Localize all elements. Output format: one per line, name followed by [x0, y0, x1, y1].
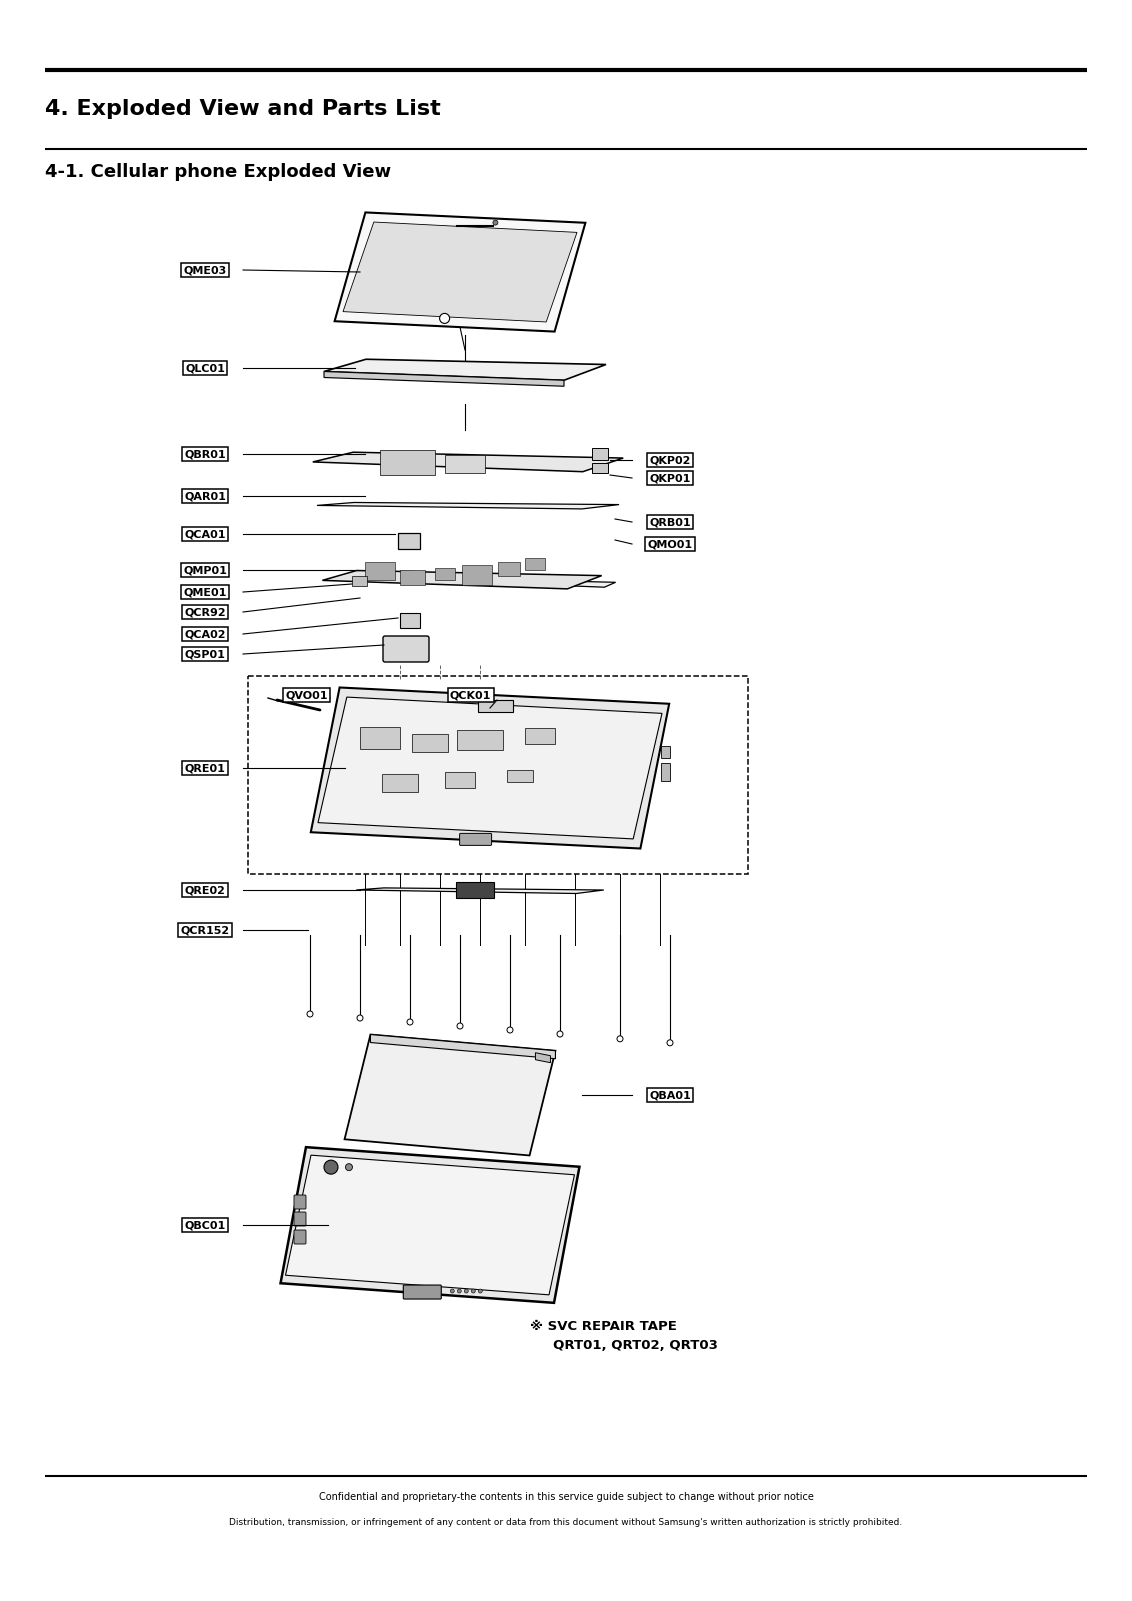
Text: ※ SVC REPAIR TAPE
     QRT01, QRT02, QRT03: ※ SVC REPAIR TAPE QRT01, QRT02, QRT03: [530, 1319, 718, 1351]
FancyBboxPatch shape: [661, 746, 669, 759]
FancyBboxPatch shape: [400, 613, 420, 628]
Polygon shape: [324, 359, 606, 381]
Text: QMP01: QMP01: [183, 565, 226, 575]
Circle shape: [457, 1289, 461, 1294]
Text: QCK01: QCK01: [451, 690, 491, 700]
FancyBboxPatch shape: [397, 533, 420, 549]
Text: QRE02: QRE02: [185, 885, 225, 895]
FancyBboxPatch shape: [460, 834, 491, 845]
Circle shape: [492, 219, 498, 226]
Text: 4. Exploded View and Parts List: 4. Exploded View and Parts List: [45, 99, 441, 118]
FancyBboxPatch shape: [412, 733, 448, 752]
Circle shape: [457, 1023, 463, 1029]
FancyBboxPatch shape: [383, 773, 418, 792]
Text: QRB01: QRB01: [649, 517, 691, 527]
Polygon shape: [285, 1156, 574, 1295]
Circle shape: [479, 1289, 482, 1294]
Text: Distribution, transmission, or infringement of any content or data from this doc: Distribution, transmission, or infringem…: [230, 1518, 902, 1527]
FancyBboxPatch shape: [360, 727, 401, 749]
FancyBboxPatch shape: [592, 463, 608, 474]
Text: QBC01: QBC01: [185, 1220, 225, 1230]
Circle shape: [557, 1031, 563, 1037]
FancyBboxPatch shape: [525, 728, 556, 744]
Polygon shape: [535, 1053, 550, 1063]
Text: 4-1. Cellular phone Exploded View: 4-1. Cellular phone Exploded View: [45, 163, 392, 181]
Text: QRE01: QRE01: [185, 764, 225, 773]
Polygon shape: [324, 371, 564, 386]
FancyBboxPatch shape: [445, 455, 486, 474]
Text: QCA02: QCA02: [185, 629, 225, 639]
Polygon shape: [370, 1034, 556, 1058]
Polygon shape: [318, 696, 662, 839]
Bar: [248, 676, 748, 874]
Polygon shape: [317, 503, 619, 509]
Polygon shape: [343, 223, 577, 322]
Text: QAR01: QAR01: [185, 492, 226, 501]
FancyBboxPatch shape: [507, 770, 533, 783]
FancyBboxPatch shape: [294, 1212, 306, 1226]
Text: QKP02: QKP02: [650, 455, 691, 464]
FancyBboxPatch shape: [445, 772, 475, 788]
Text: QKP01: QKP01: [650, 472, 691, 484]
FancyBboxPatch shape: [294, 1194, 306, 1209]
Polygon shape: [357, 889, 603, 893]
Text: QBR01: QBR01: [185, 448, 225, 459]
Circle shape: [451, 1289, 454, 1294]
Circle shape: [464, 1289, 469, 1294]
FancyBboxPatch shape: [400, 570, 426, 586]
FancyBboxPatch shape: [525, 557, 546, 570]
Polygon shape: [335, 213, 585, 331]
FancyBboxPatch shape: [457, 730, 503, 751]
Text: QCA01: QCA01: [185, 528, 225, 540]
Circle shape: [667, 1039, 674, 1045]
Circle shape: [307, 1010, 314, 1017]
Polygon shape: [311, 687, 669, 849]
Circle shape: [439, 314, 449, 323]
FancyBboxPatch shape: [383, 636, 429, 661]
Text: QBA01: QBA01: [649, 1090, 691, 1100]
FancyBboxPatch shape: [352, 576, 367, 586]
Text: QME03: QME03: [183, 266, 226, 275]
FancyBboxPatch shape: [365, 562, 395, 580]
FancyBboxPatch shape: [592, 448, 608, 461]
Text: QCR152: QCR152: [180, 925, 230, 935]
FancyBboxPatch shape: [435, 568, 455, 580]
Text: QME01: QME01: [183, 588, 226, 597]
Polygon shape: [312, 451, 624, 472]
FancyBboxPatch shape: [462, 565, 492, 586]
Text: QLC01: QLC01: [185, 363, 225, 373]
FancyBboxPatch shape: [403, 1286, 441, 1298]
FancyBboxPatch shape: [661, 762, 669, 781]
Circle shape: [357, 1015, 363, 1021]
Text: Confidential and proprietary-the contents in this service guide subject to chang: Confidential and proprietary-the content…: [318, 1492, 814, 1502]
FancyBboxPatch shape: [294, 1230, 306, 1244]
FancyBboxPatch shape: [379, 450, 436, 475]
Circle shape: [408, 1018, 413, 1025]
Circle shape: [471, 1289, 475, 1294]
Text: QSP01: QSP01: [185, 648, 225, 660]
Text: QMO01: QMO01: [648, 540, 693, 549]
Text: QVO01: QVO01: [285, 690, 327, 700]
Polygon shape: [323, 570, 601, 589]
Polygon shape: [514, 580, 616, 588]
FancyBboxPatch shape: [456, 882, 495, 898]
Polygon shape: [344, 1034, 556, 1156]
Circle shape: [617, 1036, 623, 1042]
FancyBboxPatch shape: [498, 562, 521, 576]
Circle shape: [324, 1161, 338, 1174]
Polygon shape: [281, 1148, 580, 1303]
Circle shape: [345, 1164, 352, 1170]
Circle shape: [507, 1026, 513, 1033]
Text: QCR92: QCR92: [185, 607, 225, 616]
FancyBboxPatch shape: [478, 700, 513, 712]
